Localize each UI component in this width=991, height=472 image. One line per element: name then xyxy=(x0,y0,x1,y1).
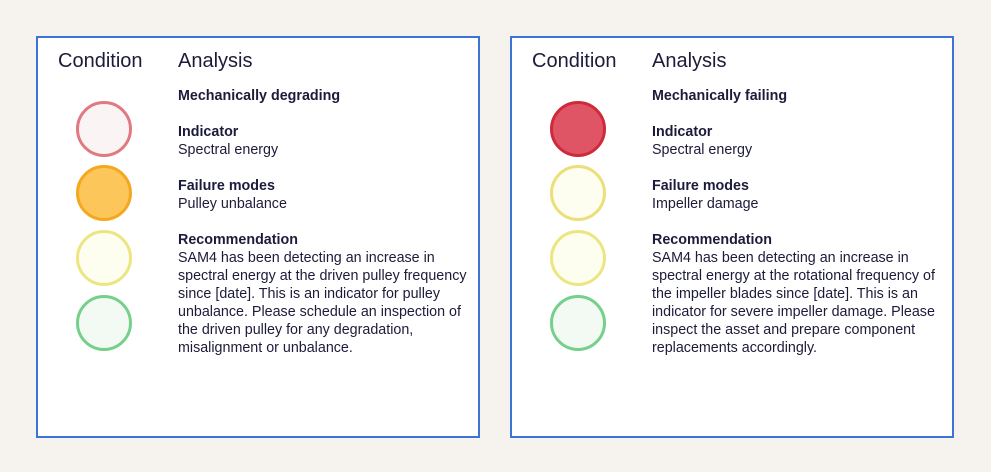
analysis-panel: Mechanically failing Indicator Spectral … xyxy=(652,87,942,357)
failure-modes-label: Failure modes xyxy=(652,178,749,194)
indicator-value: Spectral energy xyxy=(652,142,753,158)
analysis-header: Analysis xyxy=(652,50,727,72)
recommendation-label: Recommendation xyxy=(652,232,772,248)
condition-card-failing: Condition Analysis Mechanically failing … xyxy=(510,36,954,438)
condition-card-degrading: Condition Analysis Mechanically degradin… xyxy=(36,36,480,438)
recommendation-label: Recommendation xyxy=(178,232,298,248)
recommendation-text: SAM4 has been detecting an increase in s… xyxy=(178,250,467,356)
condition-header: Condition xyxy=(532,50,617,72)
condition-title: Mechanically degrading xyxy=(178,88,341,104)
condition-header: Condition xyxy=(58,50,143,72)
traffic-light-red xyxy=(550,101,606,157)
traffic-light-orange xyxy=(76,165,132,221)
traffic-light-red xyxy=(76,101,132,157)
traffic-light-green xyxy=(550,295,606,351)
traffic-light-green xyxy=(76,295,132,351)
failure-modes-value: Pulley unbalance xyxy=(178,196,287,212)
failure-modes-label: Failure modes xyxy=(178,178,275,194)
indicator-label: Indicator xyxy=(652,124,713,140)
failure-modes-value: Impeller damage xyxy=(652,196,759,212)
traffic-light-yellow xyxy=(550,230,606,286)
traffic-light-yellow xyxy=(76,230,132,286)
condition-title: Mechanically failing xyxy=(652,88,788,104)
indicator-value: Spectral energy xyxy=(178,142,279,158)
recommendation-text: SAM4 has been detecting an increase in s… xyxy=(652,250,935,356)
analysis-header: Analysis xyxy=(178,50,253,72)
indicator-label: Indicator xyxy=(178,124,239,140)
analysis-panel: Mechanically degrading Indicator Spectra… xyxy=(178,87,468,357)
traffic-light-orange xyxy=(550,165,606,221)
